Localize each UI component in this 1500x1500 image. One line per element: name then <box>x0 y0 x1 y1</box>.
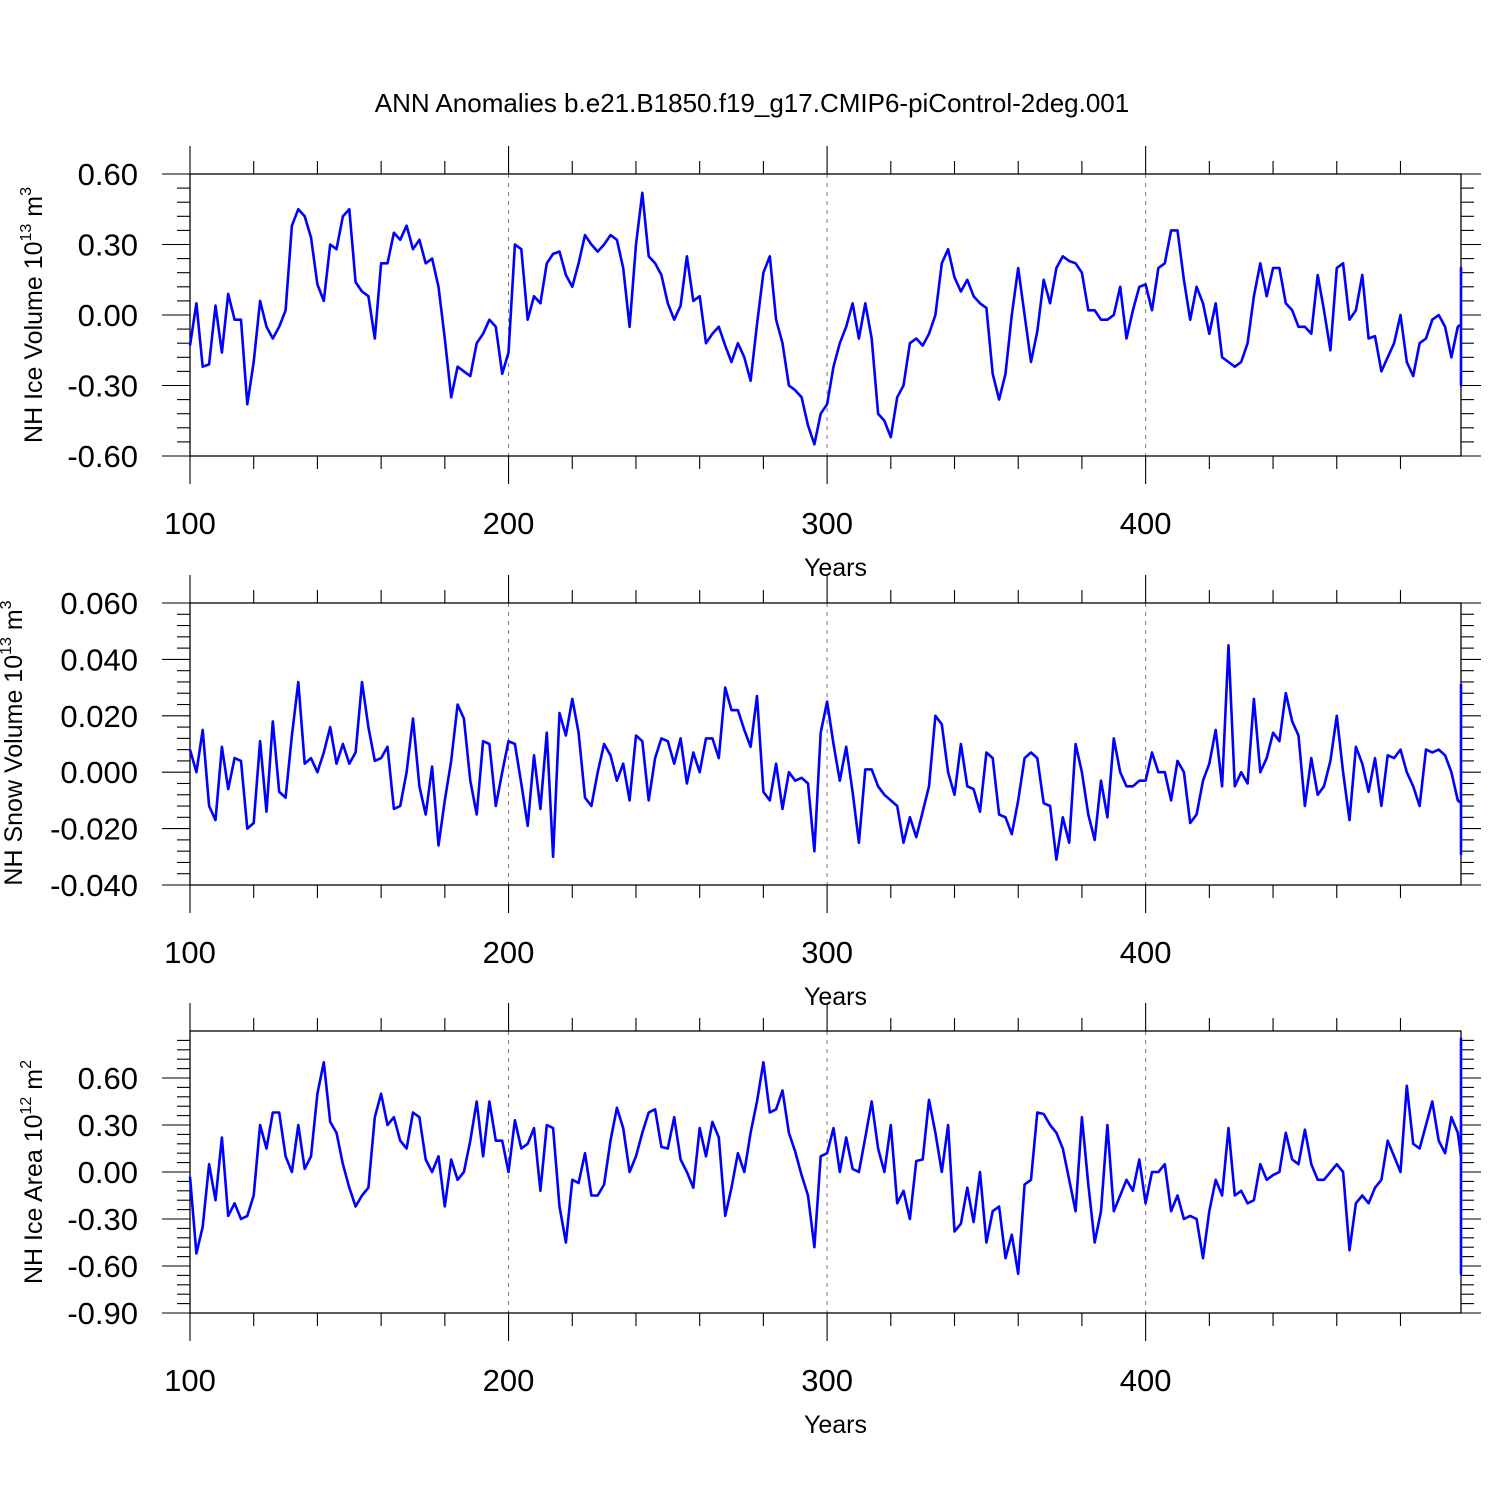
x-tick-label: 400 <box>1120 506 1172 541</box>
y-tick-label: -0.60 <box>67 1249 138 1284</box>
data-line <box>188 1037 1463 1276</box>
panel-ice-volume: 100 200 300 400 -0.60 -0.30 0.00 0.30 0.60 Years N… <box>18 146 1481 582</box>
x-axis-label: Years <box>804 1411 867 1439</box>
y-tick-label: 0.00 <box>78 298 138 333</box>
y-tick-label: 0.60 <box>78 157 138 192</box>
y-axis-label: NH Ice Area 1012 m2 <box>18 1060 48 1284</box>
data-line <box>188 191 1463 446</box>
y-tick-label: 0.040 <box>60 642 138 677</box>
y-tick-label: 0.30 <box>78 1108 138 1143</box>
y-tick-label: -0.020 <box>50 812 138 847</box>
y-axis-label: NH Snow Volume 1013 m3 <box>0 600 28 885</box>
y-tick-label: -0.90 <box>67 1296 138 1331</box>
y-tick-label: 0.020 <box>60 699 138 734</box>
data-line <box>188 643 1463 861</box>
x-tick-label: 100 <box>164 1363 216 1398</box>
x-tick-label: 100 <box>164 935 216 970</box>
x-axis-label: Years <box>804 983 867 1011</box>
y-tick-label: 0.000 <box>60 755 138 790</box>
y-axis-label: NH Ice Volume 1013 m3 <box>18 187 48 443</box>
y-tick-label: -0.60 <box>67 439 138 474</box>
x-tick-label: 100 <box>164 506 216 541</box>
figure-title: ANN Anomalies b.e21.B1850.f19_g17.CMIP6-… <box>375 88 1129 118</box>
y-tick-label: 0.00 <box>78 1155 138 1190</box>
plot-frame <box>189 173 1462 457</box>
x-tick-label: 300 <box>801 935 853 970</box>
x-tick-label: 300 <box>801 506 853 541</box>
x-tick-label: 400 <box>1120 935 1172 970</box>
y-tick-label: 0.30 <box>78 228 138 263</box>
x-tick-label: 200 <box>483 1363 535 1398</box>
x-tick-label: 300 <box>801 1363 853 1398</box>
y-tick-label: -0.30 <box>67 1202 138 1237</box>
panel-ice-area: 100 200 300 400 -0.90 -0.60 -0.30 0.00 0.30 0.60 Y… <box>18 1003 1481 1439</box>
y-tick-label: 0.60 <box>78 1061 138 1096</box>
x-axis-label: Years <box>804 554 867 582</box>
y-tick-label: -0.30 <box>67 369 138 404</box>
x-tick-label: 400 <box>1120 1363 1172 1398</box>
x-tick-label: 200 <box>483 935 535 970</box>
x-tick-label: 200 <box>483 506 535 541</box>
plot-frame <box>189 1030 1462 1314</box>
y-tick-label: 0.060 <box>60 586 138 621</box>
y-tick-label: -0.040 <box>50 868 138 903</box>
panel-snow-volume: 100 200 300 400 -0.040 -0.020 0.000 0.020 0.040 0… <box>0 575 1481 1011</box>
